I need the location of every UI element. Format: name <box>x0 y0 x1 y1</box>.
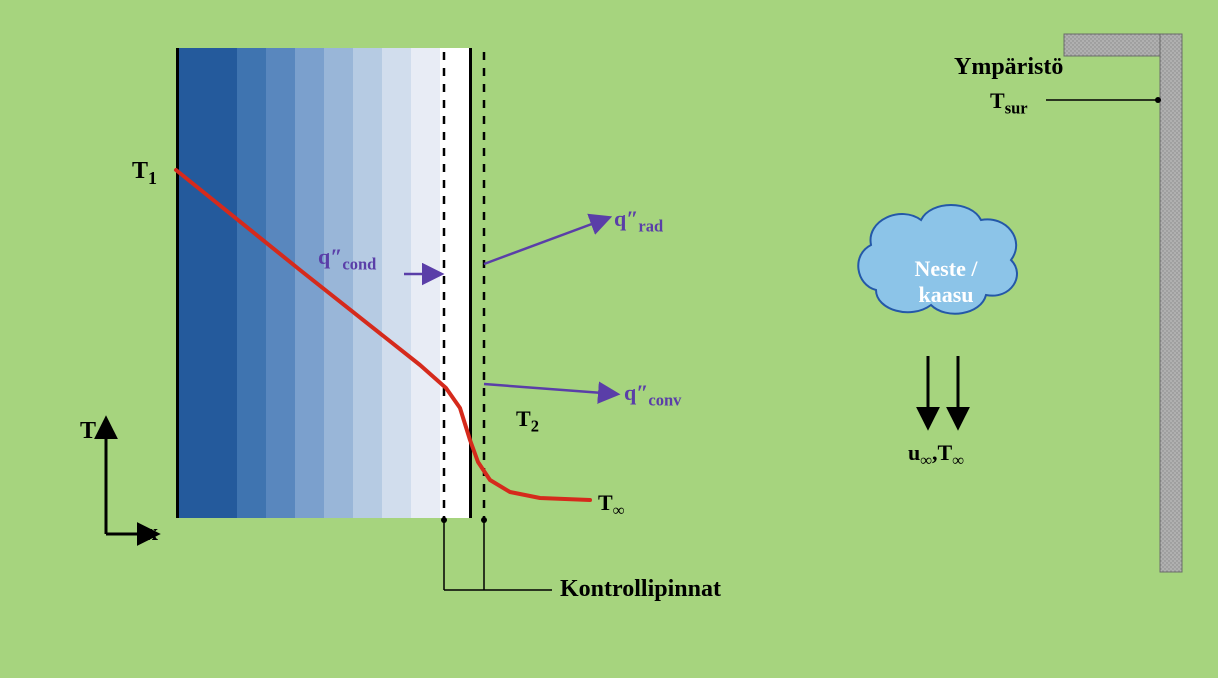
label-T-infinity: T∞ <box>598 490 624 520</box>
axis-label-T: T <box>80 418 96 445</box>
axis-label-x: x <box>146 520 158 547</box>
svg-text:kaasu: kaasu <box>918 282 973 307</box>
label-T-sur: Tsur <box>990 88 1028 118</box>
label-T1: T1 <box>132 158 157 189</box>
label-q-rad: q″rad <box>614 206 663 236</box>
label-q-cond: q″cond <box>318 244 376 274</box>
label-u-inf-T-inf: u∞,T∞ <box>908 440 964 470</box>
svg-text:Neste /: Neste / <box>915 256 979 281</box>
gradient-wall <box>176 48 472 518</box>
label-control-surfaces: Kontrollipinnat <box>560 576 721 603</box>
label-T2: T2 <box>516 406 539 436</box>
label-q-conv: q″conv <box>624 380 681 410</box>
label-environment: Ympäristö <box>954 54 1063 81</box>
diagram-canvas: Neste /kaasu T1 T2 T∞ T x q″cond q″rad q… <box>0 0 1218 678</box>
